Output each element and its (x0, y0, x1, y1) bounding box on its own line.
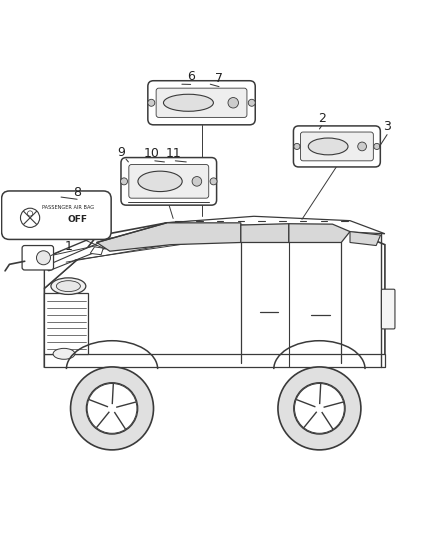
Circle shape (21, 208, 40, 228)
Polygon shape (44, 219, 385, 367)
Text: 1: 1 (64, 240, 72, 253)
Polygon shape (90, 247, 103, 255)
FancyBboxPatch shape (381, 289, 395, 329)
Circle shape (294, 383, 345, 434)
Circle shape (374, 143, 380, 149)
FancyBboxPatch shape (121, 158, 217, 205)
Polygon shape (350, 231, 381, 246)
Circle shape (248, 99, 255, 106)
Polygon shape (44, 293, 88, 354)
Polygon shape (289, 224, 350, 243)
Ellipse shape (57, 281, 81, 292)
Text: 6: 6 (187, 70, 194, 83)
Text: OFF: OFF (67, 215, 87, 224)
Text: 10: 10 (143, 147, 159, 160)
Circle shape (192, 176, 201, 186)
Polygon shape (97, 223, 241, 251)
Text: 2: 2 (318, 111, 325, 125)
Text: 3: 3 (383, 120, 391, 133)
Polygon shape (44, 238, 206, 271)
FancyBboxPatch shape (148, 80, 255, 125)
Circle shape (228, 98, 238, 108)
FancyBboxPatch shape (300, 132, 373, 161)
Polygon shape (241, 224, 289, 243)
Circle shape (210, 178, 217, 185)
Text: 7: 7 (215, 72, 223, 85)
Circle shape (148, 99, 155, 106)
Ellipse shape (163, 94, 213, 111)
Text: PASSENGER AIR BAG: PASSENGER AIR BAG (42, 205, 94, 210)
Polygon shape (44, 354, 385, 367)
Ellipse shape (308, 138, 348, 155)
Text: 8: 8 (73, 186, 81, 199)
Text: 11: 11 (165, 147, 181, 160)
Circle shape (120, 178, 127, 185)
Polygon shape (166, 216, 385, 234)
Circle shape (358, 142, 367, 151)
Circle shape (71, 367, 153, 450)
FancyBboxPatch shape (129, 165, 209, 198)
FancyBboxPatch shape (156, 88, 247, 117)
Circle shape (278, 367, 361, 450)
Ellipse shape (53, 349, 75, 359)
Polygon shape (44, 236, 97, 288)
FancyBboxPatch shape (293, 126, 380, 167)
Circle shape (294, 143, 300, 149)
Ellipse shape (51, 278, 86, 294)
Ellipse shape (138, 171, 182, 191)
Circle shape (36, 251, 50, 265)
FancyBboxPatch shape (22, 246, 53, 270)
FancyBboxPatch shape (2, 191, 111, 239)
Text: 9: 9 (117, 146, 125, 159)
Circle shape (86, 383, 138, 434)
Circle shape (28, 211, 33, 216)
